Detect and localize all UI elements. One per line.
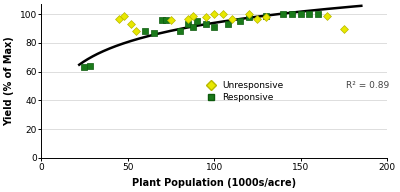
Point xyxy=(190,14,197,17)
Point xyxy=(159,18,166,22)
Point xyxy=(81,66,88,69)
Point xyxy=(133,30,140,33)
Point xyxy=(211,13,218,16)
Point xyxy=(185,23,192,26)
Point xyxy=(121,14,128,17)
Point xyxy=(162,18,169,22)
Point xyxy=(220,13,226,16)
Point xyxy=(263,16,269,19)
Point xyxy=(254,17,261,20)
Text: R² = 0.89: R² = 0.89 xyxy=(346,81,389,90)
Point xyxy=(194,20,200,23)
Point xyxy=(190,26,197,29)
Point xyxy=(237,20,243,23)
Point xyxy=(142,30,148,33)
Y-axis label: Yield (% of Max): Yield (% of Max) xyxy=(4,36,14,126)
Point xyxy=(315,13,321,16)
Point xyxy=(324,14,330,17)
Point xyxy=(168,18,174,22)
Point xyxy=(202,23,209,26)
Point xyxy=(341,27,347,30)
Point xyxy=(263,14,269,17)
Point xyxy=(246,16,252,19)
Point xyxy=(176,30,183,33)
Point xyxy=(128,23,134,26)
Point xyxy=(116,17,122,20)
Point xyxy=(185,17,192,20)
Point xyxy=(246,13,252,16)
Point xyxy=(306,13,312,16)
X-axis label: Plant Population (1000s/acre): Plant Population (1000s/acre) xyxy=(132,178,296,188)
Point xyxy=(280,13,287,16)
Point xyxy=(298,13,304,16)
Point xyxy=(86,64,93,67)
Point xyxy=(202,16,209,19)
Point xyxy=(289,13,295,16)
Point xyxy=(211,26,218,29)
Point xyxy=(228,17,235,20)
Point xyxy=(150,31,157,34)
Legend: Unresponsive, Responsive: Unresponsive, Responsive xyxy=(198,77,287,106)
Point xyxy=(225,23,231,26)
